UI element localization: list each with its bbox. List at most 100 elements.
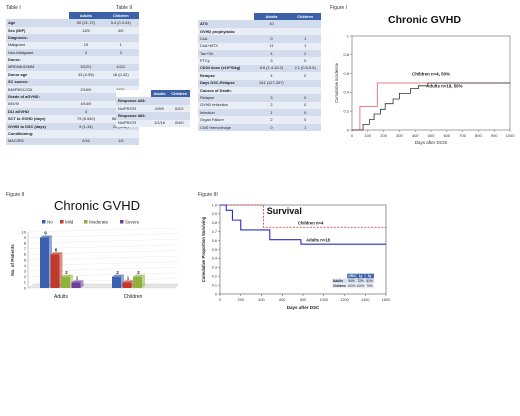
children-value: 1	[102, 41, 139, 49]
row-label: Causes of Death:	[198, 86, 254, 95]
bar-top	[40, 235, 52, 238]
children-value: 1	[289, 42, 321, 50]
table-row: Malignant 15 1	[6, 41, 139, 49]
bar-value-label: 2	[137, 270, 140, 275]
adults-value	[69, 78, 103, 86]
table-row: ATG 10	[198, 20, 321, 28]
y-tick-label: 5	[24, 257, 27, 262]
adults-value	[69, 93, 103, 101]
y-tick-label: 0.5	[212, 248, 217, 252]
table-row: MRD/MUD/MM 5/12/1 1/2/1	[6, 63, 139, 72]
legend-label: Moderate	[89, 219, 109, 224]
table-row: PTCy 3 0	[198, 57, 321, 65]
adults-value: 0/9/9	[150, 104, 169, 113]
y-tick-label: 0.1	[212, 283, 217, 287]
figure1-title: Chronic GVHD	[388, 14, 461, 26]
figure3-title: Survival	[267, 206, 302, 216]
table-row: CD34 dose (x10^6/kg) 6.6 (1.4-10.2) 2.1 (0…	[198, 64, 321, 73]
children-value: 0	[289, 57, 321, 65]
y-tick-label: 2	[24, 274, 27, 279]
bar-value-label: 1	[76, 275, 79, 280]
figure1-chart: 0 0.2 0.4 0.6 0.8 1 0 100 200 300 400 500 600 700 800 9…	[334, 33, 516, 145]
summary-cell	[364, 283, 375, 289]
children-value: 1	[289, 123, 321, 132]
children-value: 0/2/2	[168, 104, 190, 113]
bar-adults-moderate	[61, 276, 70, 288]
row-label: GVHD prophylaxis:	[198, 27, 254, 36]
row-label: Sex (M/F)	[6, 26, 70, 35]
bar-top	[122, 280, 135, 283]
y-tick-label: 0	[24, 285, 27, 290]
table-row: Infection 1 0	[198, 109, 321, 117]
children-value	[289, 20, 321, 28]
series-line-children	[352, 82, 510, 131]
summary-cell-text: 75%	[366, 284, 373, 288]
children-value: 0/4/0	[168, 119, 190, 127]
adults-value: 4	[253, 72, 290, 80]
legend-label: No	[47, 219, 53, 224]
column-header: Adults	[150, 90, 169, 98]
y-tick-label: 0.4	[212, 257, 217, 261]
row-label: MRD/MUD/MM	[6, 63, 70, 72]
adults-value: 11	[253, 42, 290, 50]
adults-value: 0	[253, 35, 290, 43]
series-line-children	[220, 204, 386, 228]
x-tick-label: 0	[351, 133, 354, 138]
bar-side	[142, 274, 145, 288]
table-row: CsA 0 1	[198, 35, 321, 43]
children-value	[102, 56, 139, 64]
group-title: Response d28:	[116, 97, 151, 105]
bar-adults-no	[40, 237, 49, 288]
summary-cell-text: 100%	[356, 284, 364, 288]
x-tick-label: 0	[219, 298, 221, 302]
legend-swatch	[60, 220, 64, 224]
x-tick-label: 1000	[506, 133, 516, 138]
y-tick-label: 8	[24, 241, 27, 246]
y-tick-label: 1.0	[212, 203, 217, 207]
table-row: Relapse 3 0	[198, 94, 321, 102]
adults-value	[69, 56, 103, 64]
figure1-caption: Figure I	[330, 5, 347, 11]
bar-top	[61, 274, 73, 277]
children-value: 2	[289, 49, 321, 58]
adults-value: 1/1/16	[150, 119, 169, 127]
adults-value: 6.6 (1.4-10.2)	[253, 64, 290, 73]
table-row: Organ Failure 2 0	[198, 116, 321, 124]
bar-side	[80, 280, 84, 288]
x-tick-label: 1600	[382, 298, 390, 302]
row-label: GVHD to DSC (days)	[6, 122, 70, 131]
adults-value: 5/12/1	[69, 63, 103, 72]
children-value: 3/0/1	[102, 85, 139, 94]
legend-label: Severe	[125, 219, 140, 224]
table2: Adults Children Response d28: No/PR/CR 0/9/9…	[116, 90, 190, 127]
summary-cell-text: 61%	[366, 279, 373, 283]
children-value	[102, 130, 139, 138]
x-tick-label: 1400	[361, 298, 369, 302]
table-row: Days DSC-Relapse 241 (127-397)	[198, 79, 321, 87]
table-header-row: Adults Children	[6, 12, 139, 20]
children-value	[289, 27, 321, 36]
summary-cell-text: 94%	[348, 279, 355, 283]
row-label: Days DSC-Relapse	[198, 79, 254, 87]
summary-cell-text: OR4	[348, 274, 355, 278]
x-tick-label: 600	[443, 133, 450, 138]
bar-top	[71, 280, 84, 283]
table-row: SC source:	[6, 78, 139, 86]
adults-value: 79 (8-540)	[69, 115, 103, 123]
row-label: Relapse	[198, 94, 254, 102]
y-tick-label: 1	[347, 33, 350, 38]
row-label: GVHD+infection	[198, 101, 254, 110]
adults-value: 3	[69, 48, 103, 57]
adults-value: 1	[253, 109, 290, 117]
figure2-title: Chronic GVHD	[54, 198, 140, 213]
adults-value: 4/14/0	[69, 100, 103, 109]
adults-value	[253, 27, 290, 36]
table-row: BM/PBSC/CB2/16/03/0/1	[6, 85, 139, 94]
figure3-caption: Figure III	[198, 192, 218, 198]
adults-value: 2	[253, 116, 290, 124]
legend-swatch	[84, 220, 88, 224]
legend-swatch	[120, 220, 124, 224]
bar-value-label: 9	[44, 231, 47, 236]
children-value	[102, 78, 139, 86]
